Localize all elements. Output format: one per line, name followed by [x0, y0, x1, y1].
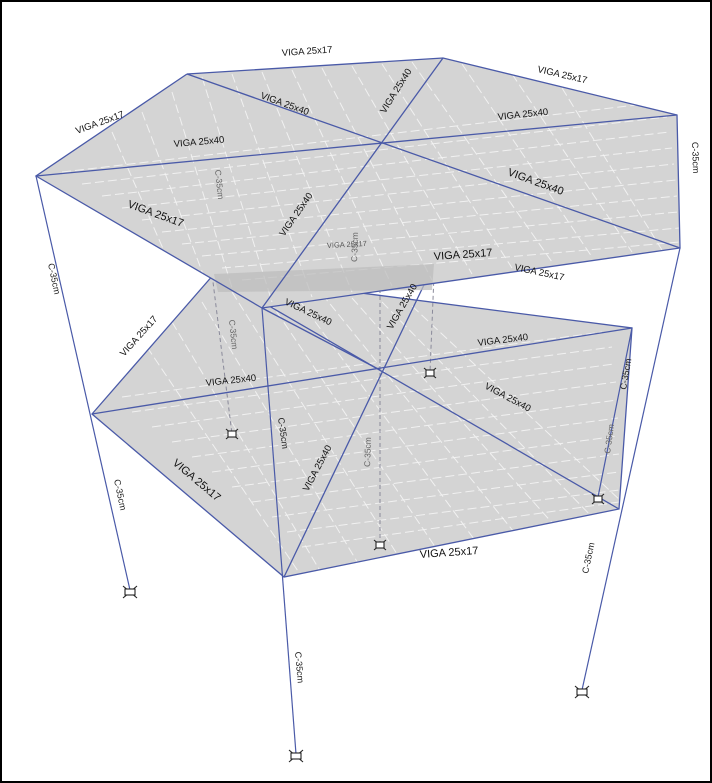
upper-slab [36, 58, 680, 308]
hidden-column-1 [186, 73, 233, 435]
beam-label-b22: VIGA 25x17 [419, 545, 478, 561]
beam-label-b1: VIGA 25x17 [281, 44, 332, 59]
support-2 [288, 749, 304, 763]
support-6 [423, 367, 437, 379]
column-label-c10: C-35cm [349, 232, 360, 262]
support-4 [373, 539, 387, 551]
stair-core [214, 264, 434, 292]
beam-label-b17: VIGA 25x40 [205, 373, 257, 389]
column-label-c7: C-35cm [690, 142, 701, 174]
lower-slab-surface [92, 274, 632, 577]
column-1 [35, 175, 131, 591]
lower-slab [92, 274, 632, 577]
column-3 [581, 247, 681, 691]
column-label-c4: C-35cm [276, 417, 290, 450]
support-7 [591, 493, 605, 505]
column-label-c3: C-35cm [293, 651, 306, 683]
column-label-c2: C-35cm [112, 478, 128, 511]
column-4 [597, 327, 633, 498]
column-label-c1: C-35cm [46, 262, 62, 295]
support-5 [225, 428, 239, 440]
column-2 [261, 307, 297, 755]
columns [35, 175, 681, 755]
column-label-c12: C-35cm [602, 423, 616, 454]
column-label-c8: C-35cm [213, 169, 226, 200]
beam-label-b7: VIGA 25x40 [173, 135, 224, 150]
supports [122, 367, 605, 763]
upper-slab-ribs [61, 61, 680, 305]
lower-slab-ribs [121, 289, 623, 577]
column-label-c5: C-35cm [580, 542, 596, 575]
beam-label-b12: VIGA 25x17 [433, 247, 492, 263]
column-label-c9: C-35cm [227, 319, 240, 350]
beam-label-b11: VIGA 25x17 [327, 239, 367, 250]
upper-slab-surface [36, 58, 680, 308]
support-3 [574, 685, 590, 699]
beam-label-b6: VIGA 25x40 [497, 107, 549, 123]
lower-beams [91, 263, 633, 578]
support-1 [122, 585, 138, 599]
column-label-c11: C-35cm [362, 437, 373, 467]
